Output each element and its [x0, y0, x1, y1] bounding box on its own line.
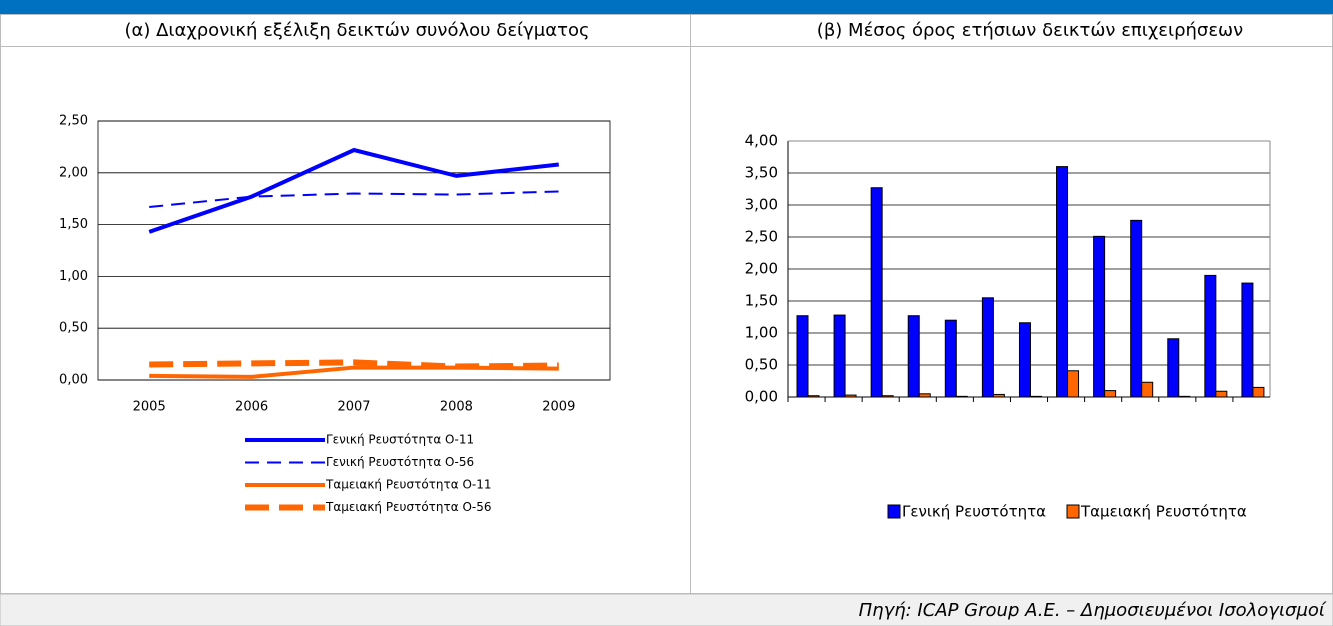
legend-label: Ταμειακή Ρευστότητα [1080, 503, 1247, 521]
bar [1204, 274, 1217, 398]
y-tick-label: 2,00 [745, 260, 778, 278]
legend-swatch [887, 504, 901, 519]
x-tick-label: 2006 [235, 400, 268, 415]
bar [1141, 381, 1154, 398]
y-tick-label: 2,00 [59, 165, 88, 180]
y-tick-label: 3,50 [745, 164, 778, 182]
y-tick-label: 2,50 [745, 228, 778, 246]
bar [1067, 370, 1080, 398]
panel-title: (β) Μέσος όρος ετήσιων δεικτών επιχειρήσ… [817, 20, 1243, 41]
bar [1130, 219, 1143, 398]
legend-label: Γενική Ρευστότητα Ο-11 [326, 433, 474, 447]
x-tick-label: 2009 [542, 400, 575, 415]
bar [1104, 390, 1117, 398]
bar [1215, 390, 1228, 398]
bar [907, 315, 920, 398]
y-tick-label: 0,00 [59, 373, 88, 388]
bar [1167, 338, 1180, 398]
y-tick-label: 4,00 [745, 132, 778, 150]
plot-frame [97, 120, 611, 381]
bar [1056, 166, 1069, 398]
x-tick-label: 2005 [133, 400, 166, 415]
bar [1093, 235, 1106, 398]
footer-band [0, 593, 1333, 626]
legend-label: Ταμειακή Ρευστότητα Ο-56 [325, 500, 492, 514]
y-tick-label: 0,50 [59, 321, 88, 336]
bar [833, 314, 846, 398]
series-line [149, 190, 559, 208]
bar [981, 297, 994, 398]
x-tick-label: 2007 [337, 400, 370, 415]
x-tick-label: 2008 [440, 400, 473, 415]
y-tick-label: 0,00 [745, 388, 778, 406]
panel-title: (α) Διαχρονική εξέλιξη δεικτών συνόλου δ… [124, 20, 589, 41]
y-tick-label: 2,50 [59, 114, 88, 129]
y-tick-label: 0,50 [745, 356, 778, 374]
y-tick-label: 1,50 [745, 292, 778, 310]
legend-swatch [1066, 504, 1080, 519]
series-line [149, 359, 559, 370]
bar [1252, 386, 1265, 398]
y-tick-label: 3,00 [745, 196, 778, 214]
bar [944, 319, 957, 398]
y-tick-label: 1,00 [745, 324, 778, 342]
y-tick-label: 1,50 [59, 217, 88, 232]
bar [796, 315, 809, 398]
legend-label: Γενική Ρευστότητα Ο-56 [326, 455, 474, 469]
y-tick-label: 1,00 [59, 269, 88, 284]
legend-label: Ταμειακή Ρευστότητα Ο-11 [325, 478, 492, 492]
legend-label: Γενική Ρευστότητα [902, 503, 1046, 521]
bar [1018, 322, 1031, 398]
source-note: Πηγή: ICAP Group A.E. – Δημοσιευμένοι Ισ… [859, 600, 1327, 621]
series-line [148, 147, 560, 234]
top-bar [0, 0, 1333, 14]
bar [1241, 282, 1254, 398]
bar [870, 187, 883, 398]
